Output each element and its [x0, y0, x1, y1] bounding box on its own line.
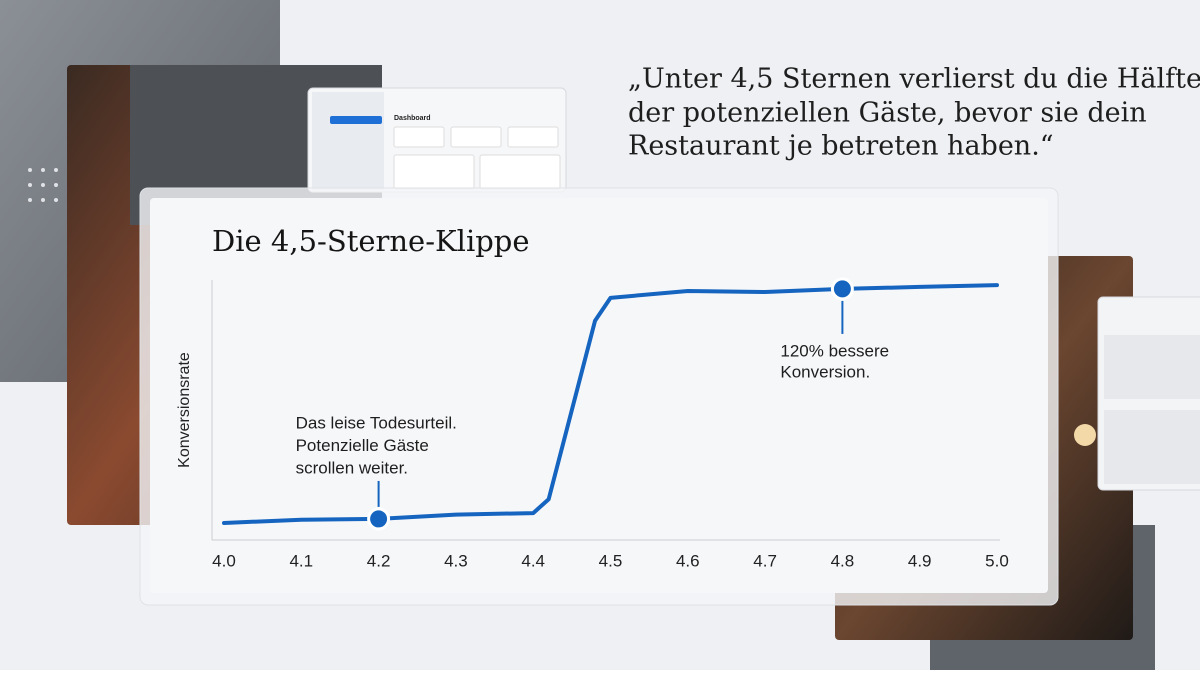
x-tick-label: 4.8: [831, 551, 855, 570]
annotation: Das leise Todesurteil.: [296, 413, 457, 432]
line: [222, 283, 999, 526]
x-tick-label: 5.0: [985, 551, 1009, 570]
quote-line: Restaurant je betreten haben.“: [628, 131, 1054, 162]
highlight-point: [830, 277, 854, 301]
y-axis-label: Konversionsrate: [176, 352, 193, 468]
annotation: Potenzielle Gäste: [296, 436, 429, 455]
table-mockup: [1097, 296, 1200, 491]
plot: 4.0 4.1 4.2 4.3 4.4 4.5 4.6 4.7 4.8 4.9 5.0 Das lei…: [212, 277, 1009, 570]
x-tick-label: 4.3: [444, 551, 468, 570]
chart-title: Die 4,5-Sterne-Klippe: [212, 224, 530, 258]
dashboard-mockup: Dashboard: [307, 87, 567, 193]
x-tick-label: 4.9: [908, 551, 932, 570]
chart-card: [150, 198, 1048, 593]
x-tick-label: 4.2: [367, 551, 391, 570]
mockup-title: Dashboard: [394, 115, 431, 122]
quote-line: der potenziellen Gäste, bevor sie dein: [628, 98, 1147, 129]
highlight-point: [367, 507, 391, 531]
quote-line: „Unter 4,5 Sternen verlierst du die Hälf…: [628, 64, 1200, 95]
x-tick-label: 4.4: [521, 551, 545, 570]
annotation: scrollen weiter.: [296, 458, 408, 477]
x-tick-label: 4.5: [599, 551, 623, 570]
annotation: Konversion.: [780, 362, 870, 381]
x-tick-label: 4.1: [289, 551, 313, 570]
x-tick-label: 4.0: [212, 551, 236, 570]
lamp: [1074, 424, 1096, 446]
dots: [28, 168, 58, 202]
x-tick-label: 4.6: [676, 551, 700, 570]
annotation: 120% bessere: [780, 341, 889, 360]
x-tick-label: 4.7: [753, 551, 777, 570]
